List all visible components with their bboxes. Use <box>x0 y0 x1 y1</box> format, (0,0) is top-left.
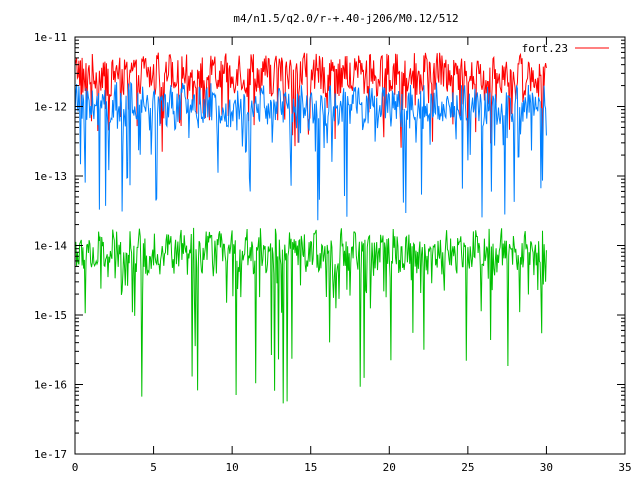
x-tick-label: 5 <box>150 461 157 474</box>
x-tick-label: 35 <box>618 461 631 474</box>
ticks-layer: 0 5 10 15 20 25 30 35 1e-17 1e-16 1e-15 1e-14 1e-13 1… <box>34 31 632 474</box>
x-tick-label: 25 <box>461 461 474 474</box>
legend: fort.23 <box>522 42 609 55</box>
x-tick-label: 0 <box>72 461 79 474</box>
y-tick-label: 1e-17 <box>34 448 67 461</box>
y-tick-label: 1e-15 <box>34 309 67 322</box>
x-tick-label: 10 <box>226 461 239 474</box>
y-tick-label: 1e-13 <box>34 170 67 183</box>
y-tick-label: 1e-11 <box>34 31 67 44</box>
y-tick-label: 1e-12 <box>34 101 67 114</box>
y-tick-label: 1e-16 <box>34 379 67 392</box>
legend-label: fort.23 <box>522 42 568 55</box>
x-tick-label: 15 <box>304 461 317 474</box>
series-line-2 <box>74 81 547 221</box>
series-line-3 <box>74 227 547 404</box>
x-tick-label: 30 <box>540 461 553 474</box>
chart-title: m4/n1.5/q2.0/r-+.40-j206/M0.12/512 <box>233 12 458 25</box>
series-layer <box>74 52 547 404</box>
x-tick-label: 20 <box>383 461 396 474</box>
y-tick-label: 1e-14 <box>34 240 67 253</box>
